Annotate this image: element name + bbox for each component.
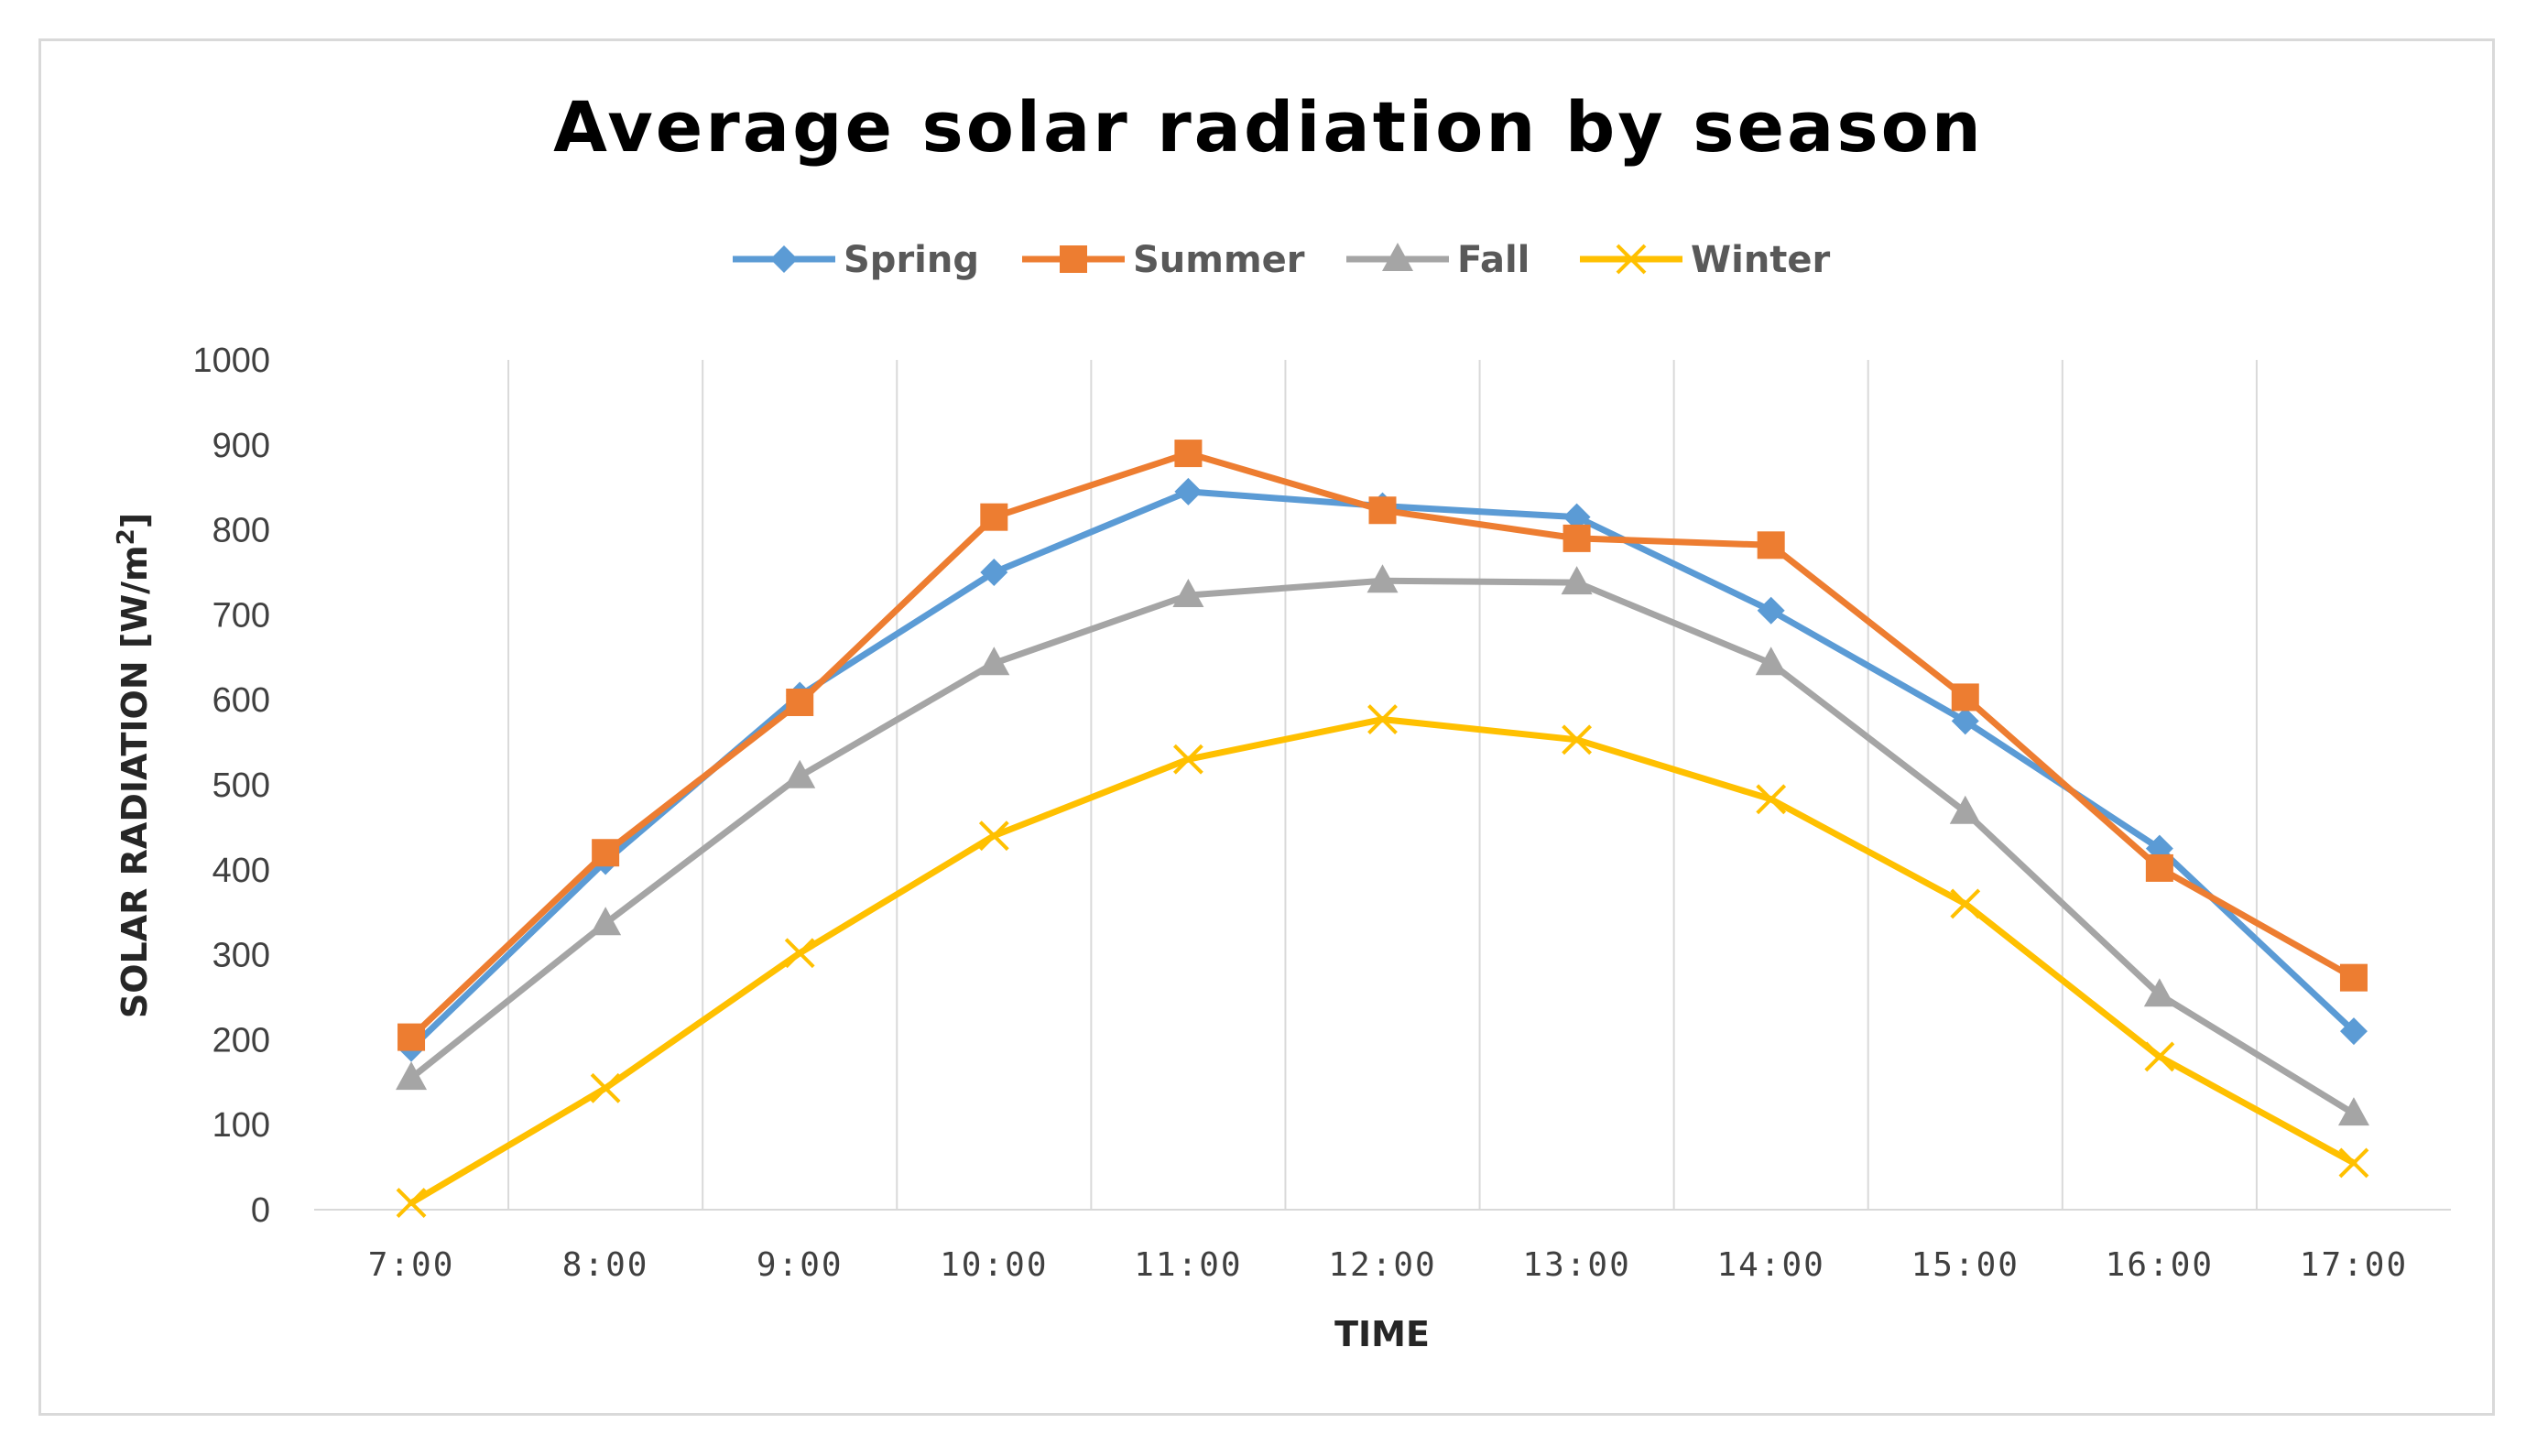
data-point-fall: [2337, 1097, 2369, 1126]
data-point-spring: [1174, 477, 1203, 505]
data-point-winter: [590, 1072, 621, 1103]
y-axis-title: SOLAR RADIATION [W/m2]: [113, 513, 155, 1018]
x-tick-label: 16:00: [2106, 1246, 2214, 1284]
y-tick-label: 400: [212, 852, 270, 890]
legend-item-fall: Fall: [1346, 239, 1530, 281]
x-tick-label: 9:00: [757, 1246, 844, 1284]
x-tick-label: 13:00: [1522, 1246, 1630, 1284]
data-point-fall: [2143, 978, 2175, 1007]
legend-marker-fall: [1382, 243, 1413, 271]
data-point-spring: [1757, 596, 1785, 625]
legend-item-winter: Winter: [1580, 239, 1831, 281]
legend-marker-spring: [770, 245, 798, 273]
y-axis-title-main: SOLAR RADIATION [W/m: [114, 545, 155, 1018]
data-point-summer: [1368, 496, 1397, 525]
y-tick-label: 200: [212, 1021, 270, 1059]
data-point-spring: [2339, 1017, 2368, 1046]
legend-label-spring: Spring: [844, 239, 979, 281]
data-point-winter: [1756, 784, 1787, 815]
legend-item-spring: Spring: [733, 239, 979, 281]
data-point-summer: [1757, 531, 1785, 560]
data-point-summer: [1174, 440, 1203, 468]
data-point-winter: [2338, 1147, 2369, 1179]
data-point-summer: [786, 688, 814, 716]
y-tick-label: 800: [212, 512, 270, 550]
data-point-summer: [2339, 963, 2368, 992]
legend-marker-winter: [1616, 244, 1647, 275]
data-point-winter: [1367, 704, 1398, 734]
x-tick-label: 7:00: [368, 1246, 455, 1284]
data-point-winter: [2144, 1041, 2175, 1072]
legend-label-summer: Summer: [1133, 239, 1305, 281]
data-point-fall: [1561, 566, 1593, 595]
chart-title: Average solar radiation by season: [553, 86, 1984, 168]
data-point-spring: [1562, 503, 1591, 531]
x-tick-label: 17:00: [2300, 1246, 2408, 1284]
data-point-spring: [1951, 707, 1979, 735]
data-point-summer: [1562, 524, 1591, 552]
y-tick-label: 900: [212, 427, 270, 465]
x-tick-label: 14:00: [1716, 1246, 1824, 1284]
data-point-summer: [980, 503, 1008, 531]
y-axis-title-sup: 2: [113, 528, 140, 545]
y-tick-label: 1000: [192, 342, 270, 380]
x-tick-label: 11:00: [1134, 1246, 1242, 1284]
data-point-fall: [1172, 579, 1204, 608]
x-tick-label: 10:00: [940, 1246, 1048, 1284]
x-axis-title: TIME: [1334, 1314, 1430, 1354]
data-point-fall: [978, 647, 1010, 676]
data-point-spring: [980, 559, 1008, 586]
data-point-summer: [1951, 683, 1979, 712]
y-axis-title-end: ]: [114, 513, 155, 528]
data-point-winter: [978, 820, 1009, 852]
x-tick-label: 8:00: [562, 1246, 649, 1284]
x-tick-label: 12:00: [1328, 1246, 1436, 1284]
y-axis: 0 100 200 300 400 500 600 700 800 900 1000: [192, 342, 270, 1230]
series-winter: [396, 704, 2369, 1218]
y-tick-label: 600: [212, 681, 270, 720]
data-point-winter: [784, 938, 815, 969]
y-tick-label: 300: [212, 937, 270, 975]
gridlines: [507, 360, 2258, 1210]
data-point-summer: [592, 839, 620, 867]
legend-label-fall: Fall: [1457, 239, 1530, 281]
legend-marker-summer: [1060, 245, 1087, 273]
data-point-winter: [1562, 724, 1593, 755]
x-axis: 7:00 8:00 9:00 10:00 11:00 12:00 13:00 14:00 15:…: [314, 1209, 2451, 1284]
x-tick-label: 15:00: [1911, 1246, 2020, 1284]
series-fall: [396, 564, 2369, 1126]
legend-label-winter: Winter: [1691, 239, 1831, 281]
data-point-fall: [1949, 795, 1981, 824]
legend: Spring Summer Fall Winter: [733, 239, 1831, 281]
data-point-winter: [1950, 888, 1981, 919]
data-point-summer: [2145, 853, 2173, 882]
data-point-fall: [1755, 647, 1787, 676]
data-point-winter: [396, 1188, 427, 1218]
y-tick-label: 500: [212, 766, 270, 805]
y-tick-label: 700: [212, 596, 270, 635]
data-point-winter: [1172, 744, 1203, 775]
data-point-fall: [396, 1061, 428, 1091]
legend-item-summer: Summer: [1022, 239, 1305, 281]
chart-frame: [38, 38, 2495, 1416]
series-summer: [397, 440, 2368, 1051]
series-layer: [396, 440, 2369, 1218]
y-tick-label: 0: [251, 1191, 270, 1230]
y-tick-label: 100: [212, 1106, 270, 1145]
data-point-fall: [784, 759, 816, 788]
data-point-fall: [1366, 564, 1399, 593]
data-point-summer: [397, 1023, 426, 1051]
data-point-fall: [590, 907, 622, 936]
